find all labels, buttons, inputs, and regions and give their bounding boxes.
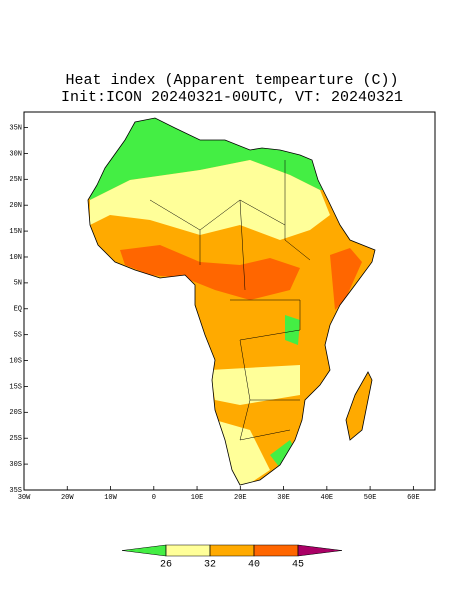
y-tick-label: 20S [9,409,22,417]
colorbar-low [121,544,167,557]
y-tick-label: 25S [9,435,22,443]
y-tick-label: 15N [9,228,22,236]
colorbar-label: 40 [248,560,260,571]
colorbar-segment [165,544,211,557]
y-tick-label: 25N [9,176,22,184]
y-tick-label: 35S [9,487,22,495]
colorbar-high [297,544,343,557]
y-tick-label: 5S [14,332,22,340]
y-tick-label: 30N [9,150,22,158]
x-tick-label: 10E [191,494,204,502]
x-tick-label: 30W [18,494,31,502]
x-tick-label: 20W [61,494,74,502]
x-tick-label: 50E [364,494,377,502]
y-tick-label: 30S [9,461,22,469]
x-tick-label: 30E [277,494,290,502]
colorbar-segment [253,544,299,557]
y-tick-label: 5N [14,280,22,288]
colorbar-label: 45 [292,560,304,571]
y-tick-label: 10S [9,357,22,365]
x-tick-label: 60E [407,494,420,502]
borders [149,160,311,441]
y-tick-label: 35N [9,124,22,132]
y-tick-label: 10N [9,254,22,262]
madagascar [345,371,373,441]
x-tick-label: 0 [152,494,156,502]
y-tick-label: 20N [9,202,22,210]
y-tick-label: 15S [9,383,22,391]
x-tick-label: 40E [321,494,334,502]
x-tick-label: 10W [104,494,117,502]
title: Heat index (Apparent tempearture (C)) [65,72,398,89]
colorbar-label: 32 [204,560,216,571]
subtitle: Init:ICON 20240321-00UTC, VT: 20240321 [61,89,403,106]
y-tick-label: EQ [14,306,22,314]
colorbar-label: 26 [160,560,172,571]
frame [23,111,436,491]
coastline [87,117,376,486]
colorbar-segment [209,544,255,557]
x-tick-label: 20E [234,494,247,502]
